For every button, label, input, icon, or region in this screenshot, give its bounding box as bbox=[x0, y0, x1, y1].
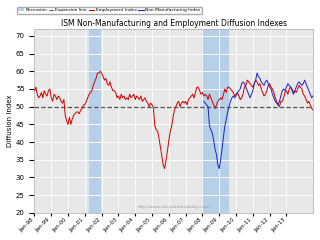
Title: ISM Non-Manufacturing and Employment Diffusion Indexes: ISM Non-Manufacturing and Employment Dif… bbox=[61, 19, 287, 28]
Bar bbox=[203, 29, 228, 213]
Legend: Recession, Expansion line, Employment Index, Non-Manufacturing Index: Recession, Expansion line, Employment In… bbox=[17, 7, 202, 14]
Bar bbox=[89, 29, 100, 213]
Y-axis label: Diffusion Index: Diffusion Index bbox=[7, 95, 13, 147]
Text: http://www.calculatedriskblog.com/: http://www.calculatedriskblog.com/ bbox=[138, 205, 210, 209]
